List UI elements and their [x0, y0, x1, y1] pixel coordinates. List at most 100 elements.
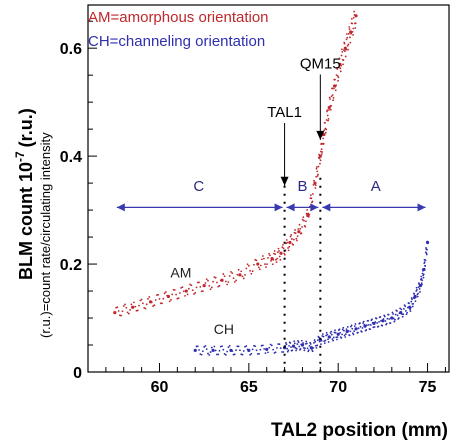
series-am-point	[327, 105, 331, 110]
series-am-scatter	[182, 290, 185, 293]
series-am-scatter	[246, 263, 249, 266]
series-ch-point	[390, 316, 394, 320]
series-am-scatter	[264, 263, 266, 266]
series-ch-scatter	[305, 340, 308, 343]
series-ch-scatter	[381, 324, 384, 327]
series-am-scatter	[340, 64, 343, 67]
series-ch-scatter	[414, 300, 417, 303]
series-am-scatter	[331, 87, 334, 90]
series-am-scatter	[241, 275, 244, 278]
series-am-scatter	[325, 128, 328, 131]
series-ch-scatter	[285, 343, 288, 346]
series-am-scatter	[354, 27, 357, 29]
series-am-scatter	[303, 219, 305, 222]
series-ch-scatter	[417, 286, 420, 289]
series-ch-scatter	[295, 349, 297, 352]
x-tick-label: 65	[240, 379, 258, 396]
series-ch-scatter	[396, 314, 399, 317]
series-ch-scatter	[360, 330, 363, 333]
series-am-scatter	[314, 187, 317, 189]
series-ch-scatter	[366, 324, 368, 327]
series-ch-scatter	[410, 300, 413, 303]
series-ch-scatter	[259, 348, 262, 351]
series-ch-scatter	[261, 344, 264, 347]
series-am-scatter	[164, 291, 167, 293]
series-am-scatter	[157, 293, 160, 296]
series-ch-scatter	[426, 248, 428, 251]
series-am-scatter	[204, 282, 207, 284]
series-ch-scatter	[425, 253, 428, 256]
series-am-scatter	[344, 50, 346, 53]
series-ch-scatter	[421, 272, 424, 275]
series-am-scatter	[328, 96, 331, 99]
y-axis-label-group: BLM count 10-7 (r.u.)	[13, 108, 36, 280]
series-am-scatter	[345, 33, 348, 35]
series-am-scatter	[304, 225, 307, 228]
series-ch-scatter	[374, 321, 377, 323]
series-ch-scatter	[205, 348, 208, 351]
series-ch-scatter	[267, 351, 269, 354]
series-am-scatter	[321, 151, 324, 153]
series-ch-scatter	[208, 354, 211, 356]
series-am-scatter	[344, 55, 347, 58]
series-am-scatter	[134, 305, 137, 308]
series-ch-point	[309, 346, 313, 350]
series-ch-scatter	[272, 348, 274, 351]
series-ch-scatter	[403, 307, 405, 310]
series-ch-scatter	[245, 345, 248, 347]
series-ch-scatter	[334, 329, 336, 332]
series-ch-scatter	[416, 295, 419, 298]
annotation-qm15: QM15	[300, 55, 341, 72]
series-am-scatter	[292, 243, 295, 246]
series-ch-scatter	[330, 333, 333, 336]
series-ch-scatter	[320, 343, 322, 346]
series-ch-scatter	[386, 317, 389, 320]
series-ch-scatter	[342, 326, 345, 329]
series-am-scatter	[276, 257, 279, 260]
series-ch-scatter	[406, 311, 409, 314]
y-axis-sublabel-group: (r.u.)=count rate/circulating intensity	[38, 132, 53, 338]
series-am-scatter	[308, 213, 311, 216]
series-am-scatter	[278, 255, 281, 258]
series-am-scatter	[332, 96, 335, 99]
series-ch-scatter	[274, 351, 277, 354]
series-am-scatter	[145, 303, 148, 306]
series-am-scatter	[242, 277, 245, 280]
series-am-scatter	[294, 229, 296, 231]
series-ch-point	[291, 344, 296, 348]
series-am-scatter	[350, 17, 353, 20]
series-ch-scatter	[254, 345, 257, 348]
series-am-scatter	[312, 184, 315, 186]
series-am-scatter	[352, 16, 355, 19]
series-am-scatter	[190, 284, 193, 287]
series-am-scatter	[148, 296, 151, 298]
series-ch-scatter	[392, 313, 394, 315]
series-ch-scatter	[378, 320, 380, 323]
series-am-scatter	[199, 285, 202, 288]
series-am-scatter	[283, 252, 286, 255]
series-ch-scatter	[371, 318, 373, 321]
series-am-scatter	[218, 284, 221, 287]
series-am-scatter	[279, 258, 282, 261]
x-tick-label: 60	[151, 379, 169, 396]
series-ch-scatter	[358, 322, 361, 324]
series-am-scatter	[318, 157, 321, 160]
x-tick-label: 70	[329, 379, 347, 396]
series-am-scatter	[314, 184, 317, 187]
series-ch-scatter	[200, 353, 203, 356]
series-ch-scatter	[326, 333, 329, 336]
series-am-scatter	[322, 142, 325, 145]
series-ch-scatter	[369, 328, 372, 331]
series-ch-scatter	[209, 351, 212, 353]
series-ch-scatter	[251, 348, 254, 351]
series-am-scatter	[212, 280, 214, 283]
series-am-scatter	[305, 220, 307, 223]
y-axis-label-unit: (r.u.)	[16, 108, 36, 147]
y-axis-sublabel: (r.u.)=count rate/circulating intensity	[38, 132, 53, 338]
series-am-scatter	[226, 283, 229, 286]
series-ch-scatter	[346, 326, 349, 328]
series-am-scatter	[330, 95, 333, 98]
series-am-scatter	[352, 27, 355, 30]
series-am-scatter	[237, 268, 240, 271]
series-am-scatter	[297, 228, 300, 230]
